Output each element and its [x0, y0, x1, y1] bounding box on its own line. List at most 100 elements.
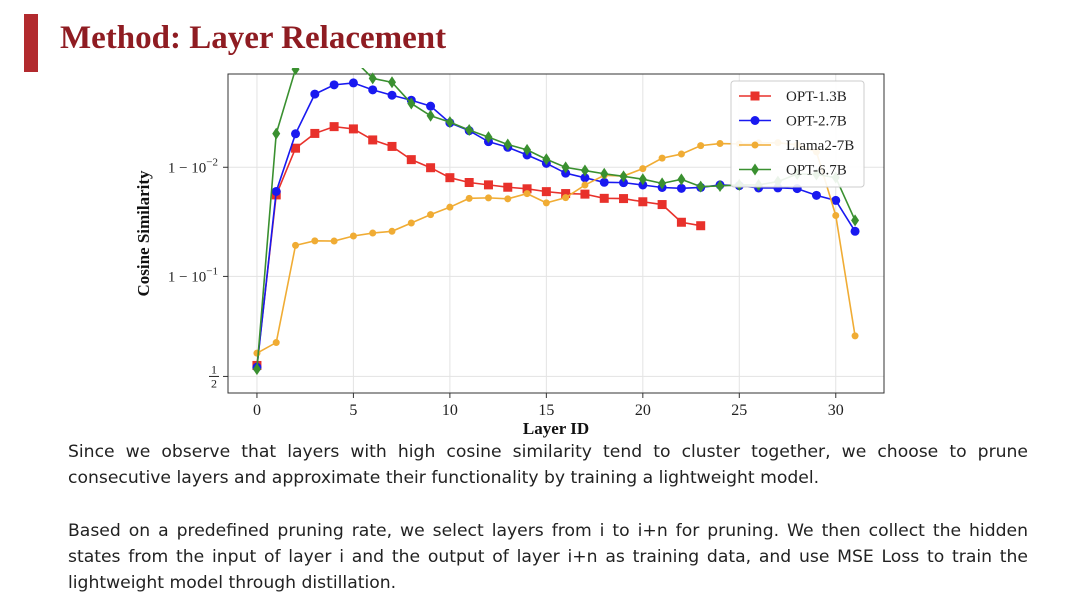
- data-point: [503, 182, 513, 192]
- legend-label: OPT-2.7B: [786, 114, 847, 130]
- data-point: [272, 127, 281, 140]
- data-point: [426, 109, 435, 122]
- data-point: [291, 129, 301, 139]
- data-point: [751, 141, 759, 149]
- data-point: [369, 229, 377, 237]
- data-point: [751, 163, 759, 176]
- data-point: [484, 194, 492, 202]
- legend-item: Llama2-7B: [739, 138, 854, 154]
- data-point: [599, 177, 609, 187]
- x-tick-label: 0: [253, 402, 261, 419]
- title-accent-bar: [24, 14, 38, 72]
- data-point: [851, 332, 859, 340]
- data-point: [407, 219, 415, 227]
- y-tick-label: 1 − 10−2: [168, 156, 218, 176]
- data-point: [657, 200, 667, 210]
- x-tick-label: 20: [635, 402, 651, 419]
- data-point: [310, 89, 320, 99]
- data-point: [387, 90, 397, 100]
- data-point: [750, 116, 760, 125]
- data-point: [696, 221, 706, 231]
- data-point: [291, 68, 300, 76]
- data-point: [484, 131, 493, 144]
- data-point: [348, 78, 358, 88]
- y-tick-label-text: 1 − 10−3: [168, 68, 219, 71]
- data-point: [850, 226, 860, 236]
- data-point: [619, 194, 629, 204]
- y-tick-label: 1 − 10−3: [168, 68, 219, 71]
- y-tick-label: 1 − 10−1: [168, 265, 218, 285]
- data-point: [348, 124, 358, 134]
- data-point: [658, 154, 666, 162]
- legend-item: OPT-6.7B: [739, 163, 847, 179]
- data-point: [619, 178, 629, 188]
- data-point: [639, 165, 647, 173]
- data-point: [716, 179, 724, 192]
- series-opt-1-3b: [252, 122, 706, 370]
- data-point: [329, 80, 339, 90]
- data-point: [368, 85, 378, 95]
- data-point: [464, 178, 474, 188]
- data-point: [541, 187, 551, 197]
- data-point: [580, 164, 589, 177]
- data-point: [330, 237, 338, 245]
- x-tick-label: 5: [349, 402, 357, 419]
- data-point: [580, 173, 590, 183]
- data-point: [851, 214, 860, 227]
- data-point: [292, 241, 300, 249]
- y-tick-label-den: 2: [211, 376, 217, 390]
- y-axis-label: Cosine Similarity: [134, 170, 153, 297]
- data-point: [310, 128, 320, 138]
- data-point: [561, 161, 570, 174]
- data-point: [272, 339, 280, 347]
- data-point: [600, 167, 609, 180]
- data-point: [406, 155, 416, 165]
- data-point: [349, 232, 357, 240]
- y-tick-label: 12: [209, 362, 219, 390]
- data-point: [638, 197, 648, 207]
- legend-label: OPT-6.7B: [786, 163, 847, 179]
- plot-frame: [227, 73, 885, 394]
- y-tick-label-text: 1 − 10−1: [168, 265, 218, 285]
- data-point: [522, 184, 532, 194]
- data-point: [426, 163, 436, 173]
- data-point: [677, 173, 686, 186]
- data-point: [619, 170, 628, 183]
- data-point: [446, 203, 454, 211]
- data-point: [387, 141, 397, 151]
- data-point: [503, 138, 512, 151]
- data-point: [504, 195, 512, 203]
- data-point: [368, 135, 378, 145]
- data-point: [368, 72, 377, 85]
- y-tick-label-text: 1 − 10−2: [168, 156, 218, 176]
- data-point: [427, 211, 435, 219]
- legend: OPT-1.3B OPT-2.7B Llama2-7B OPT-6.7B: [730, 80, 865, 188]
- data-point: [388, 76, 396, 89]
- data-point: [811, 190, 821, 200]
- data-point: [562, 194, 570, 202]
- legend-box: [730, 80, 865, 188]
- data-point: [697, 142, 705, 150]
- paragraph-2: Based on a predefined pruning rate, we s…: [68, 521, 1028, 593]
- x-tick-label: 30: [828, 402, 844, 419]
- data-point: [677, 150, 685, 158]
- data-point: [523, 143, 532, 156]
- data-point: [445, 116, 454, 129]
- data-point: [750, 91, 760, 101]
- data-point: [831, 195, 841, 205]
- data-point: [483, 180, 493, 190]
- data-point: [465, 124, 474, 137]
- paragraph-1: Since we observe that layers with high c…: [68, 442, 1028, 488]
- data-point: [696, 180, 705, 193]
- x-axis-label: Layer ID: [523, 419, 589, 438]
- x-tick-label: 25: [731, 402, 747, 419]
- data-point: [311, 237, 319, 245]
- data-point: [542, 199, 550, 207]
- data-point: [465, 194, 473, 202]
- data-point: [252, 363, 261, 376]
- data-point: [676, 217, 686, 227]
- data-point: [832, 211, 840, 219]
- data-point: [638, 173, 647, 186]
- legend-item: OPT-2.7B: [739, 114, 847, 130]
- legend-label: Llama2-7B: [786, 138, 854, 154]
